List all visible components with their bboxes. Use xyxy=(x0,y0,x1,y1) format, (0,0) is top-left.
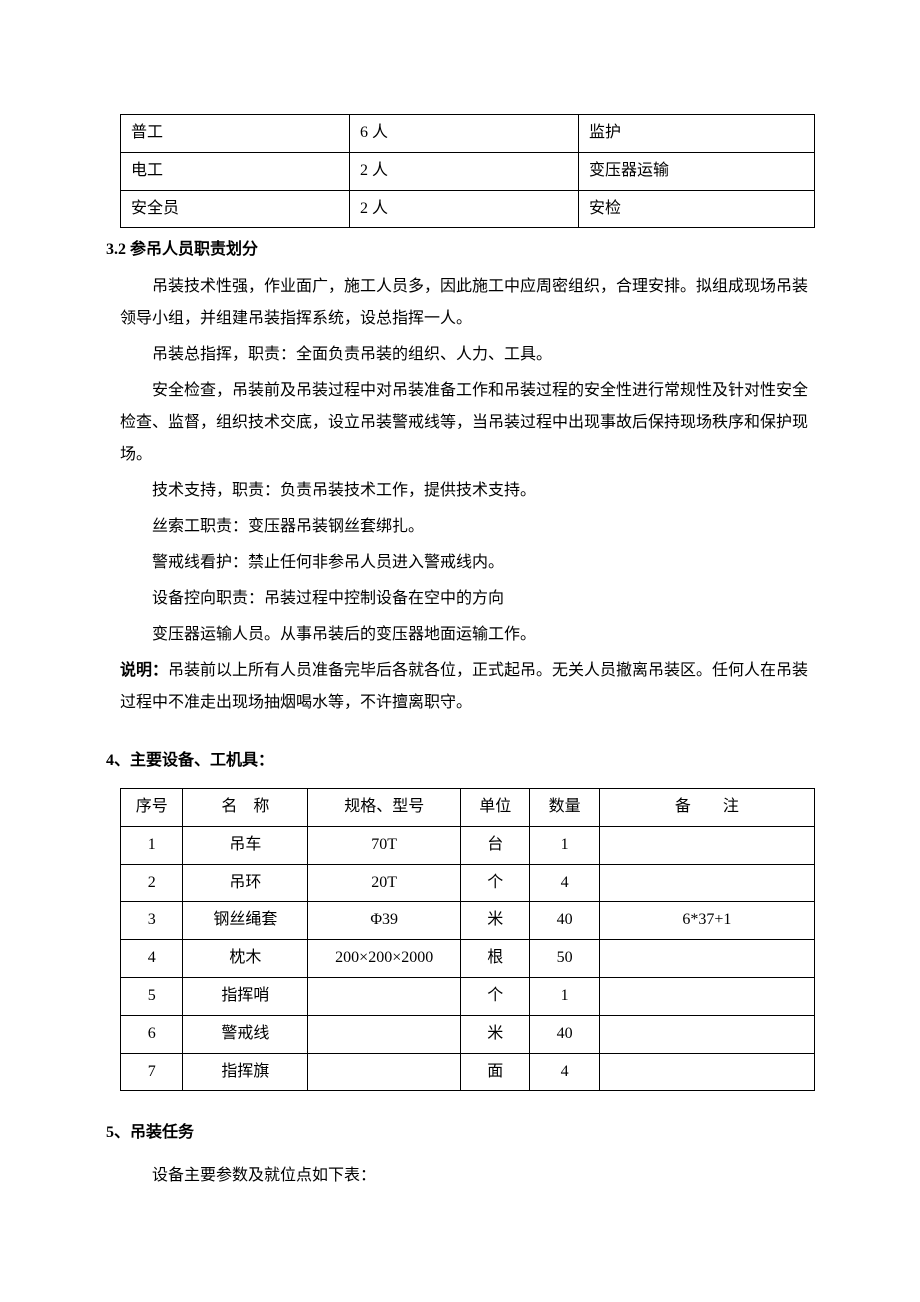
table-cell: Φ39 xyxy=(308,902,461,940)
table-cell: 安全员 xyxy=(121,190,350,228)
table-header-cell: 数量 xyxy=(530,788,599,826)
table-cell: 指挥哨 xyxy=(183,977,308,1015)
heading-3-2: 3.2 参吊人员职责划分 xyxy=(106,236,815,265)
table-cell: 警戒线 xyxy=(183,1015,308,1053)
table-header-cell: 规格、型号 xyxy=(308,788,461,826)
table-cell: 普工 xyxy=(121,115,350,153)
table-cell: 4 xyxy=(121,940,183,978)
table-cell: 5 xyxy=(121,977,183,1015)
table-cell: 台 xyxy=(461,826,530,864)
table-cell: 2 人 xyxy=(350,152,579,190)
table-cell: 个 xyxy=(461,977,530,1015)
table-cell: 枕木 xyxy=(183,940,308,978)
table-cell: 40 xyxy=(530,902,599,940)
heading-4: 4、主要设备、工机具： xyxy=(106,747,815,776)
paragraph: 设备控向职责：吊装过程中控制设备在空中的方向 xyxy=(120,583,815,615)
table-cell: 吊车 xyxy=(183,826,308,864)
paragraph: 变压器运输人员。从事吊装后的变压器地面运输工作。 xyxy=(120,619,815,651)
table-cell: 6*37+1 xyxy=(599,902,814,940)
table-cell: 6 xyxy=(121,1015,183,1053)
table-cell: 吊环 xyxy=(183,864,308,902)
table-cell: 50 xyxy=(530,940,599,978)
table-cell: 钢丝绳套 xyxy=(183,902,308,940)
table-cell: 1 xyxy=(530,826,599,864)
table-row: 3钢丝绳套Φ39米406*37+1 xyxy=(121,902,815,940)
heading-5: 5、吊装任务 xyxy=(106,1119,815,1148)
note-label: 说明： xyxy=(120,662,168,679)
table-cell: 安检 xyxy=(579,190,815,228)
table-cell: 3 xyxy=(121,902,183,940)
table-cell: 4 xyxy=(530,1053,599,1091)
table-row: 4枕木200×200×2000根50 xyxy=(121,940,815,978)
table-cell: 2 xyxy=(121,864,183,902)
table-header-cell: 名 称 xyxy=(183,788,308,826)
table-cell xyxy=(599,977,814,1015)
table-cell: 变压器运输 xyxy=(579,152,815,190)
paragraph: 警戒线看护：禁止任何非参吊人员进入警戒线内。 xyxy=(120,547,815,579)
table-cell: 40 xyxy=(530,1015,599,1053)
table-row: 普工6 人监护 xyxy=(121,115,815,153)
table-cell: 2 人 xyxy=(350,190,579,228)
table-cell: 7 xyxy=(121,1053,183,1091)
table-cell: 20T xyxy=(308,864,461,902)
paragraph: 设备主要参数及就位点如下表： xyxy=(120,1160,815,1192)
table-cell xyxy=(599,1015,814,1053)
table-cell: 电工 xyxy=(121,152,350,190)
table-cell: 监护 xyxy=(579,115,815,153)
table-row: 2吊环20T个4 xyxy=(121,864,815,902)
table-row: 安全员2 人安检 xyxy=(121,190,815,228)
table-row: 1吊车70T台1 xyxy=(121,826,815,864)
table-cell: 米 xyxy=(461,902,530,940)
paragraph: 安全检查，吊装前及吊装过程中对吊装准备工作和吊装过程的安全性进行常规性及针对性安… xyxy=(120,375,815,471)
table-cell xyxy=(599,1053,814,1091)
table-cell: 1 xyxy=(121,826,183,864)
table-row: 5指挥哨 个1 xyxy=(121,977,815,1015)
table-cell: 指挥旗 xyxy=(183,1053,308,1091)
table-cell: 面 xyxy=(461,1053,530,1091)
table-header-cell: 备 注 xyxy=(599,788,814,826)
note-text: 吊装前以上所有人员准备完毕后各就各位，正式起吊。无关人员撤离吊装区。任何人在吊装… xyxy=(120,662,808,711)
table-cell: 6 人 xyxy=(350,115,579,153)
table-cell: 200×200×2000 xyxy=(308,940,461,978)
table-cell xyxy=(599,940,814,978)
paragraph: 吊装技术性强，作业面广，施工人员多，因此施工中应周密组织，合理安排。拟组成现场吊… xyxy=(120,271,815,335)
table-cell xyxy=(308,977,461,1015)
equipment-table: 序号名 称规格、型号单位数量备 注 1吊车70T台12吊环20T个43钢丝绳套Φ… xyxy=(120,788,815,1091)
table-cell: 1 xyxy=(530,977,599,1015)
table-cell: 70T xyxy=(308,826,461,864)
table-cell: 米 xyxy=(461,1015,530,1053)
table-cell xyxy=(599,826,814,864)
table-cell xyxy=(308,1053,461,1091)
paragraph: 吊装总指挥，职责：全面负责吊装的组织、人力、工具。 xyxy=(120,339,815,371)
table-cell xyxy=(308,1015,461,1053)
table-cell: 个 xyxy=(461,864,530,902)
table-row: 6警戒线 米40 xyxy=(121,1015,815,1053)
table-header-cell: 序号 xyxy=(121,788,183,826)
personnel-table: 普工6 人监护电工2 人变压器运输安全员2 人安检 xyxy=(120,114,815,228)
table-row: 7指挥旗 面4 xyxy=(121,1053,815,1091)
table-cell: 4 xyxy=(530,864,599,902)
table-row: 电工2 人变压器运输 xyxy=(121,152,815,190)
table-cell xyxy=(599,864,814,902)
table-cell: 根 xyxy=(461,940,530,978)
table-header-cell: 单位 xyxy=(461,788,530,826)
paragraph: 技术支持，职责：负责吊装技术工作，提供技术支持。 xyxy=(120,475,815,507)
paragraph-note: 说明：吊装前以上所有人员准备完毕后各就各位，正式起吊。无关人员撤离吊装区。任何人… xyxy=(120,655,815,719)
paragraph: 丝索工职责：变压器吊装钢丝套绑扎。 xyxy=(120,511,815,543)
